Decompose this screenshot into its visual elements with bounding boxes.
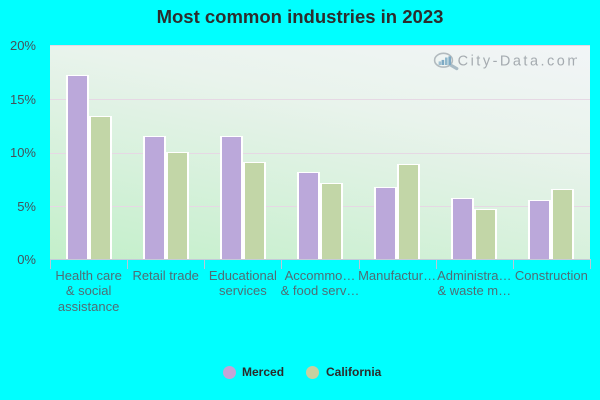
svg-text:City-Data.com: City-Data.com <box>458 53 577 69</box>
